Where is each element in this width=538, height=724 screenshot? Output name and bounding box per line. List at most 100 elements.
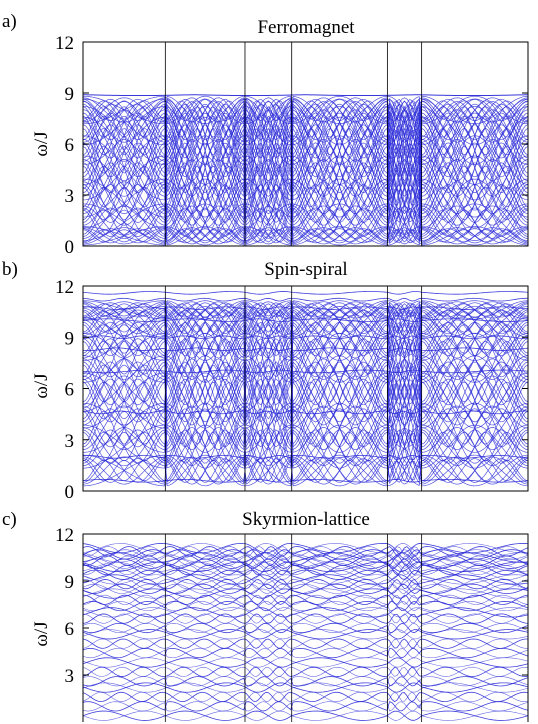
band-line: [83, 306, 528, 338]
band-line: [83, 657, 528, 668]
band-line: [83, 95, 528, 125]
band-line: [83, 309, 528, 335]
panel-spin-spiral: b) Spin-spiral ω/J 0 3 6 9 12: [2, 259, 529, 503]
band-line: [83, 613, 528, 624]
y-tick-label: 6: [65, 380, 75, 401]
band-line: [83, 701, 528, 712]
y-tick-label: 9: [65, 328, 75, 349]
band-line: [83, 710, 528, 721]
band-line: [83, 594, 528, 605]
band-line: [83, 372, 528, 429]
panel-label: c): [2, 509, 17, 530]
band-line: [83, 317, 528, 361]
y-tick-label: 6: [65, 619, 75, 640]
band-line: [83, 478, 528, 483]
band-line: [83, 105, 528, 138]
band-line: [83, 164, 528, 208]
band-line: [83, 629, 528, 640]
band-line: [83, 103, 528, 141]
band-line: [83, 178, 528, 229]
y-axis-label: ω/J: [31, 621, 52, 646]
band-line: [83, 300, 528, 320]
band-line: [83, 297, 528, 302]
band-line: [83, 424, 528, 469]
band-line: [83, 607, 528, 618]
band-line: [83, 682, 528, 693]
band-line: [83, 601, 528, 612]
panel-ferromagnet: a) Ferromagnet ω/J 0 3 6 9 12: [2, 11, 529, 258]
panel-label: b): [2, 259, 18, 280]
band-line: [83, 458, 528, 483]
y-tick-label: 12: [55, 277, 74, 298]
band-line: [83, 229, 528, 243]
band-line: [83, 588, 528, 599]
band-line: [83, 306, 528, 338]
y-axis-label: ω/J: [31, 373, 52, 398]
panel-title: Ferromagnet: [257, 17, 355, 38]
band-line: [83, 324, 528, 355]
y-tick-label: 3: [65, 431, 75, 452]
panel-label: a): [2, 11, 17, 32]
band-line: [83, 408, 528, 448]
band-lines: [83, 94, 528, 246]
band-line: [83, 300, 528, 320]
band-line: [83, 203, 528, 241]
band-line: [83, 112, 528, 159]
y-tick-label: 0: [65, 237, 75, 258]
band-line: [83, 302, 528, 318]
band-line: [83, 638, 528, 649]
band-line: [83, 337, 528, 378]
band-line: [83, 543, 528, 554]
band-line: [83, 455, 528, 459]
band-line: [83, 145, 528, 190]
band-line: [83, 410, 528, 415]
band-line: [83, 302, 528, 318]
band-line: [83, 203, 528, 241]
band-line: [83, 209, 528, 235]
band-line: [83, 542, 528, 554]
panel-title: Spin-spiral: [264, 259, 347, 280]
band-line: [83, 183, 528, 224]
band-line: [83, 424, 528, 469]
band-line: [83, 569, 528, 580]
band-line: [83, 318, 528, 322]
band-line: [83, 291, 528, 295]
band-line: [83, 564, 528, 576]
band-line: [83, 361, 528, 406]
band-line: [83, 458, 528, 483]
band-line: [83, 229, 528, 243]
y-tick-label: 12: [55, 525, 74, 546]
band-line: [83, 369, 528, 374]
band-line: [83, 372, 528, 429]
band-line: [83, 402, 528, 453]
band-line: [83, 335, 528, 340]
band-line: [83, 306, 528, 310]
band-line: [83, 355, 528, 412]
band-line: [83, 162, 528, 211]
band-line: [83, 98, 528, 122]
band-line: [83, 622, 528, 634]
band-line: [83, 666, 528, 677]
band-line: [83, 323, 528, 354]
band-line: [83, 135, 528, 201]
band-line: [83, 676, 528, 687]
y-tick-label: 6: [65, 135, 75, 156]
band-line: [83, 691, 528, 703]
band-line: [83, 94, 528, 97]
band-line: [83, 228, 528, 244]
y-axis-label: ω/J: [31, 131, 52, 156]
band-line: [83, 106, 528, 165]
band-line: [83, 546, 528, 557]
band-line: [83, 691, 528, 702]
band-line: [83, 629, 528, 640]
band-line: [83, 710, 528, 721]
plot-area: 0 3 6 9 12: [55, 277, 529, 503]
band-line: [83, 676, 528, 687]
band-line: [83, 600, 528, 612]
band-line: [83, 648, 528, 659]
band-line: [83, 410, 528, 445]
band-line: [83, 378, 528, 423]
band-line: [83, 142, 528, 194]
band-line: [83, 207, 528, 238]
